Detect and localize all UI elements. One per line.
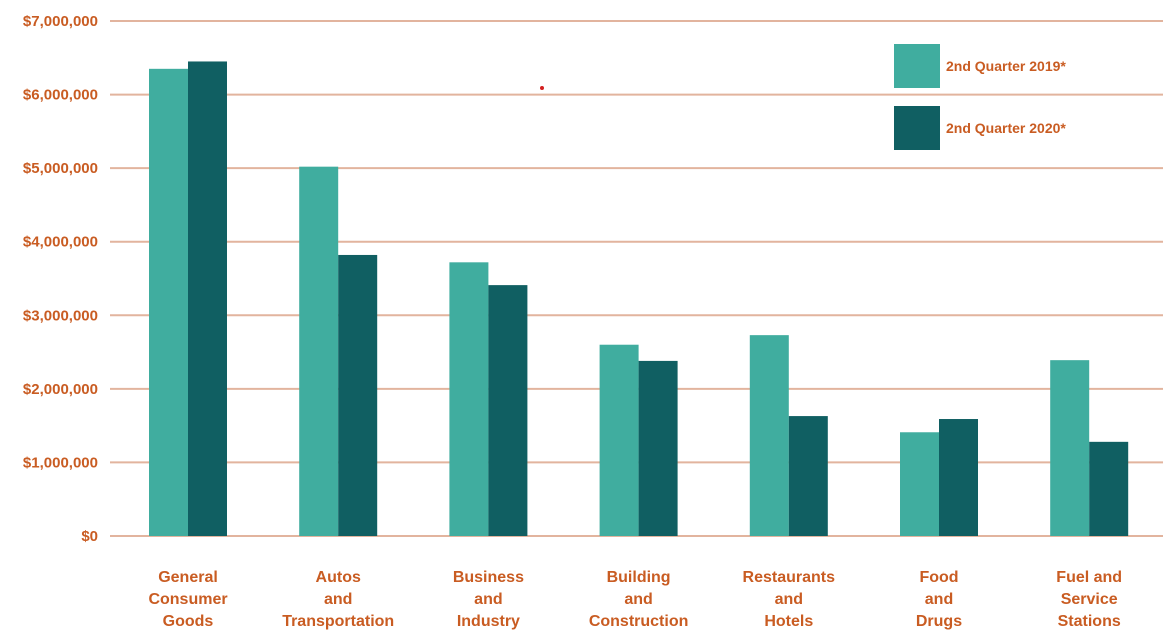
y-tick-label: $6,000,000 bbox=[23, 87, 98, 104]
bar-2020 bbox=[939, 419, 978, 536]
x-axis-category-labels: General Consumer Goods Autos and Transportati… bbox=[148, 569, 1122, 630]
y-tick-label: $5,000,000 bbox=[23, 160, 98, 177]
legend-label-2019: 2nd Quarter 2019* bbox=[946, 58, 1066, 74]
y-tick-label: $1,000,000 bbox=[23, 454, 98, 471]
bar-2019 bbox=[149, 68, 188, 537]
x-category-label: Building and Construction bbox=[589, 569, 689, 630]
x-category-label: Restaurants and Hotels bbox=[743, 569, 836, 630]
x-category-label: General Consumer Goods bbox=[148, 569, 227, 630]
x-category-label: Fuel and Service Stations bbox=[1056, 569, 1122, 630]
bar-2020 bbox=[338, 254, 378, 536]
y-tick-label: $4,000,000 bbox=[23, 234, 98, 251]
red-dot-marker bbox=[540, 86, 544, 90]
y-tick-label: $0 bbox=[81, 528, 98, 545]
bar-2020 bbox=[188, 61, 227, 536]
bar-2019 bbox=[449, 262, 489, 536]
bar-2020 bbox=[638, 360, 678, 536]
bar-2019 bbox=[299, 166, 339, 536]
bar-2020 bbox=[1089, 441, 1129, 536]
bar-2020 bbox=[488, 285, 528, 536]
legend: 2nd Quarter 2019* 2nd Quarter 2020* bbox=[894, 44, 1066, 150]
bars bbox=[149, 61, 1129, 537]
x-category-label: Autos and Transportation bbox=[282, 569, 394, 630]
y-tick-label: $7,000,000 bbox=[23, 13, 98, 30]
bar-2019 bbox=[1050, 360, 1090, 536]
bar-2019 bbox=[599, 344, 639, 536]
legend-label-2020: 2nd Quarter 2020* bbox=[946, 120, 1066, 136]
y-tick-label: $2,000,000 bbox=[23, 381, 98, 398]
y-axis-tick-labels: $0 $1,000,000 $2,000,000 $3,000,000 $4,000,0… bbox=[23, 13, 98, 545]
bar-2019 bbox=[749, 335, 789, 536]
x-category-label: Food and Drugs bbox=[916, 569, 962, 630]
legend-swatch-2019 bbox=[894, 44, 940, 88]
x-category-label: Business and Industry bbox=[453, 569, 524, 630]
legend-swatch-2020 bbox=[894, 106, 940, 150]
bar-2020 bbox=[788, 416, 828, 536]
y-tick-label: $3,000,000 bbox=[23, 307, 98, 324]
bar-2019 bbox=[900, 432, 939, 536]
